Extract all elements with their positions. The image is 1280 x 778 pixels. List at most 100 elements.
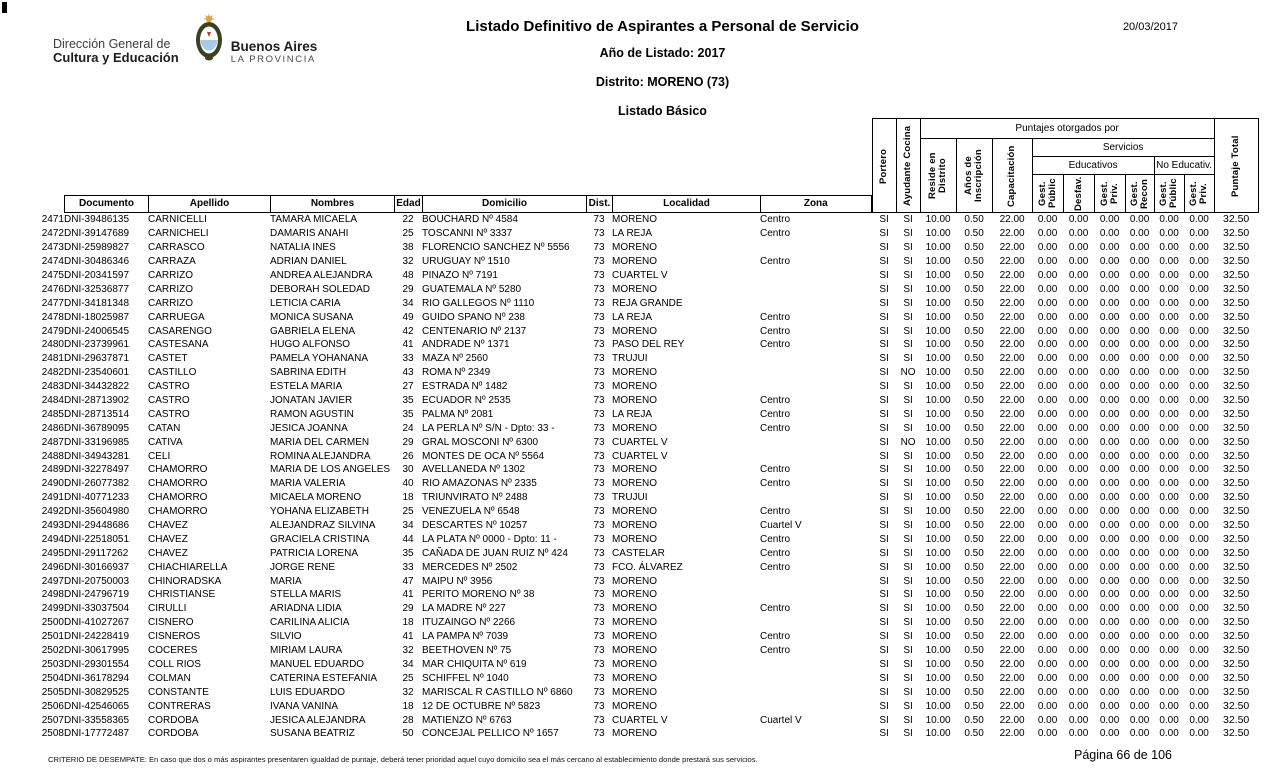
cell-total: 32.50 — [1223, 255, 1250, 268]
page-title: Listado Definitivo de Aspirantes a Perso… — [466, 18, 859, 35]
cell-e_gp: 0.00 — [1037, 728, 1058, 740]
cell-documento: DNI-33558365 — [64, 714, 130, 726]
cell-total: 32.50 — [1223, 282, 1250, 295]
cell-zona: Centro — [760, 214, 791, 226]
cell-e_pr: 0.00 — [1099, 492, 1120, 504]
cell-edad: 33 — [402, 561, 414, 573]
cell-edad: 47 — [402, 575, 414, 587]
cell-capacitacion: 22.00 — [999, 478, 1025, 490]
cell-domicilio: FLORENCIO SANCHEZ Nº 5556 — [422, 242, 570, 254]
cell-edad: 26 — [402, 450, 414, 462]
cell-total: 32.50 — [1223, 449, 1250, 462]
cell-n_gp: 0.00 — [1159, 283, 1179, 295]
cell-edad: 28 — [402, 714, 414, 726]
cell-zona — [760, 574, 872, 588]
cell-dist: 73 — [593, 242, 605, 254]
cell-nombres: DAMARIS ANAHI — [270, 228, 349, 240]
cell-domicilio: LA MADRE Nº 227 — [422, 603, 506, 615]
cell-desf: 0.00 — [1068, 561, 1089, 573]
cell-localidad: MORENO — [612, 381, 657, 393]
cell-n_pr: 0.00 — [1189, 228, 1209, 240]
cell-portero: SI — [879, 367, 889, 379]
cell-documento: DNI-28713514 — [64, 408, 130, 420]
cell-nombres: MARIA — [270, 575, 302, 587]
cell-anios: 0.50 — [964, 242, 984, 254]
cell-edad: 35 — [402, 395, 414, 407]
col-header-capacitacion: Capacitación — [991, 138, 1033, 213]
col-header-gest-reconocida: Gest. Recon — [1124, 174, 1155, 213]
cell-num: 2472 — [41, 228, 64, 240]
cell-e_pr: 0.00 — [1099, 436, 1120, 448]
cell-reside: 10.00 — [925, 658, 951, 670]
cell-domicilio: SCHIFFEL Nº 1040 — [422, 672, 509, 684]
cell-n_pr: 0.00 — [1189, 672, 1209, 684]
cell-anios: 0.50 — [964, 533, 984, 545]
cell-nombres: HUGO ALFONSO — [270, 339, 351, 351]
cell-nombres: JONATAN JAVIER — [270, 395, 353, 407]
table-row: 2498 DNI-24796719 CHRISTIANSE STELLA MARIS 4… — [22, 588, 1258, 602]
col-header-puntaje-total: Puntaje Total — [1213, 118, 1259, 213]
cell-localidad: MORENO — [612, 242, 657, 254]
cell-e_re: 0.00 — [1129, 492, 1150, 504]
cell-e_gp: 0.00 — [1037, 617, 1058, 629]
cell-edad: 25 — [402, 228, 414, 240]
cell-portero: SI — [879, 589, 889, 601]
cell-anios: 0.50 — [964, 645, 984, 657]
cell-edad: 34 — [402, 520, 414, 532]
cell-reside: 10.00 — [925, 589, 951, 601]
cell-edad: 42 — [402, 325, 414, 337]
cell-edad: 18 — [402, 492, 414, 504]
cell-dist: 73 — [593, 283, 605, 295]
cell-desf: 0.00 — [1068, 339, 1089, 351]
cell-portero: SI — [879, 311, 889, 323]
col-header-gest-publico-educ: Gest. Públic — [1031, 174, 1064, 213]
cell-domicilio: MERCEDES Nº 2502 — [422, 561, 518, 573]
cell-dist: 73 — [593, 478, 605, 490]
cell-ayudante: SI — [903, 575, 913, 587]
cell-n_gp: 0.00 — [1159, 325, 1179, 337]
cell-documento: DNI-33037504 — [64, 603, 130, 615]
cell-desf: 0.00 — [1068, 547, 1089, 559]
cell-dist: 73 — [593, 700, 605, 712]
table-row: 2503 DNI-29301554 COLL RIOS MANUEL EDUARDO 3… — [22, 658, 1258, 672]
cell-zona: Centro — [760, 311, 791, 323]
cell-domicilio: GRAL MOSCONI Nº 6300 — [422, 436, 539, 448]
cell-desf: 0.00 — [1068, 408, 1089, 420]
cell-documento: DNI-20750003 — [64, 575, 130, 587]
cell-documento: DNI-41027267 — [64, 617, 130, 629]
cell-e_re: 0.00 — [1129, 728, 1150, 740]
cell-zona — [760, 588, 872, 602]
cell-nombres: MARIA DEL CARMEN — [270, 436, 370, 448]
cell-documento: DNI-18025987 — [64, 311, 130, 323]
cell-dist: 73 — [593, 686, 605, 698]
cell-anios: 0.50 — [964, 228, 984, 240]
cell-anios: 0.50 — [964, 589, 984, 601]
cell-e_pr: 0.00 — [1099, 645, 1120, 657]
cell-e_re: 0.00 — [1129, 645, 1150, 657]
cell-total: 32.50 — [1223, 727, 1250, 740]
cell-ayudante: SI — [903, 617, 913, 629]
cell-e_pr: 0.00 — [1099, 728, 1120, 740]
cell-reside: 10.00 — [925, 506, 951, 518]
cell-localidad: MORENO — [612, 283, 657, 295]
cell-anios: 0.50 — [964, 520, 984, 532]
cell-apellido: CASTESANA — [148, 339, 209, 351]
cell-n_gp: 0.00 — [1159, 395, 1179, 407]
cell-dist: 73 — [593, 506, 605, 518]
cell-dist: 73 — [593, 658, 605, 670]
cell-apellido: CHAVEZ — [148, 547, 188, 559]
page-number: Página 66 de 106 — [1073, 748, 1172, 762]
cell-nombres: ADRIAN DANIEL — [270, 256, 347, 268]
cell-reside: 10.00 — [925, 339, 951, 351]
table-row: 2501 DNI-24228419 CISNEROS SILVIO 41 LA PAMPA… — [22, 630, 1258, 644]
cell-e_gp: 0.00 — [1037, 256, 1058, 268]
cell-anios: 0.50 — [964, 270, 984, 281]
cell-edad: 44 — [402, 533, 414, 545]
cell-capacitacion: 22.00 — [999, 658, 1025, 670]
cell-dist: 73 — [593, 339, 605, 351]
cell-dist: 73 — [593, 728, 605, 740]
cell-zona — [760, 366, 872, 380]
cell-e_gp: 0.00 — [1037, 478, 1058, 490]
cell-apellido: CASARENGO — [148, 325, 212, 337]
cell-apellido: CELI — [148, 450, 171, 462]
